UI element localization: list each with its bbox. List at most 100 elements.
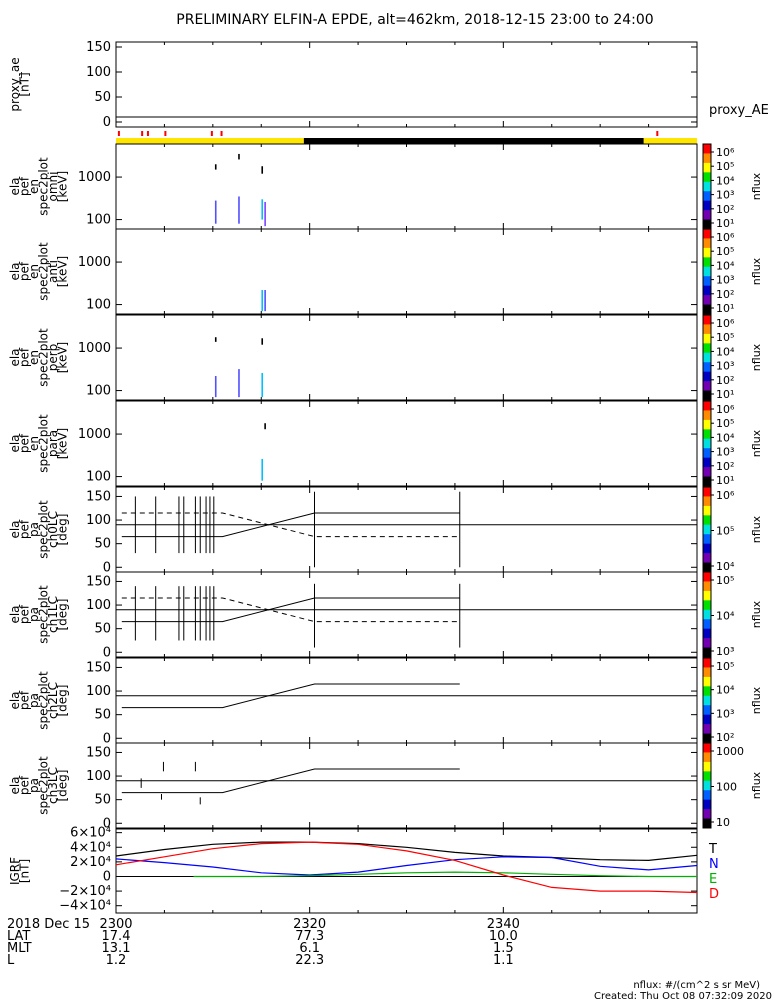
spec-panel-2-colorbar-frame [702, 228, 712, 315]
pitch-panel-1-colorbar-tick-label: 10⁶ [716, 489, 735, 502]
orbit-row-value: 2340 [487, 917, 520, 932]
spec-panel-4-colorbar-tick-label: 10⁶ [716, 403, 735, 416]
spec-panel-1-colorbar-band [703, 172, 711, 183]
orbit-row-label: LAT [7, 929, 30, 944]
spec-panel-1-ylabel-line: [keV] [56, 171, 70, 202]
spec-panel-3-colorbar-band [703, 371, 711, 382]
igrf-panel-frame [115, 828, 698, 914]
spec-panel-2-colorbar-tick-label: 10² [716, 288, 734, 301]
pitch-panel-1-colorbar-band [703, 496, 711, 507]
spec-panel-3-ylabel-line: en [27, 350, 41, 365]
spec-panel-3-data-stripe [214, 337, 217, 342]
pitch-panel-2-colorbar-band [703, 572, 711, 582]
spec-panel-3-ytick-label: 100 [86, 384, 111, 399]
spec-panel-1-colorbar-band [703, 153, 711, 164]
spec-panel-1-data-stripe [261, 166, 264, 174]
pitch-panel-4-colorbar-band [703, 818, 711, 829]
spec-panel-1-colorbar-band [703, 210, 711, 221]
spec-panel-3-ylabel-line: ela [8, 348, 22, 366]
pitch-panel-2-colorbar-tick-label: 10⁵ [716, 574, 734, 587]
pitch-panel-3-colorbar-tick-label: 10⁵ [716, 660, 734, 673]
pitch-panel-3-colorbar-band [703, 705, 711, 716]
spec-panel-3-colorbar-band [703, 324, 711, 335]
pitch-panel-2-colorbar: 10⁵ 10⁴ 10³ nflux [702, 571, 763, 658]
pitch-panel-3-frame [115, 657, 698, 744]
spec-panel-1-data-stripe [238, 196, 240, 224]
igrf-series-T [115, 841, 698, 862]
orbit-row-value: 13.1 [102, 941, 131, 956]
pitch-panel-1-colorbar-band [703, 553, 711, 564]
pitch-panel-3-ylabel-line: pa [27, 693, 41, 708]
created-timestamp: Created: Thu Oct 08 07:32:09 2020 [594, 991, 772, 1000]
pitch-panel-1-ytick-label: 100 [86, 513, 111, 528]
spec-panel-1-colorbar-tick-label: 10² [716, 203, 734, 216]
spec-panel-4-colorbar-frame [702, 400, 712, 487]
pitch-panel-3-ytick-label: 150 [86, 660, 111, 675]
pitch-panel-1-anti-loss-cone-line [121, 512, 460, 538]
ae-series-label: proxy_AE [709, 103, 769, 118]
spec-panel-2-colorbar-band [703, 285, 711, 296]
pitch-panel-1-colorbar-band [703, 543, 711, 554]
spec-panel-4-colorbar-band [703, 457, 711, 468]
pitch-panel-4-colorbar-band [703, 761, 711, 772]
spec-panel-1-ylabel-line: ela [8, 177, 22, 195]
spec-panel-4-ylabel-line: [keV] [56, 428, 70, 459]
spec-panel-3-colorbar-band [703, 333, 711, 344]
ae-red-mark [141, 131, 144, 136]
pitch-panel-2-ylabel-line: pef [18, 604, 32, 624]
pitch-panel-4-colorbar-band [703, 799, 711, 810]
ae-red-mark [146, 131, 149, 136]
orbit-row-value: 1.2 [106, 953, 127, 968]
pitch-panel-4-ytick-label: 50 [94, 793, 111, 808]
spec-panel-3-ylabel-line: perp [46, 344, 60, 372]
pitch-panel-4-colorbar-frame [702, 742, 712, 829]
spec-panel-4-frame [115, 400, 698, 487]
status-bar-segment [303, 138, 644, 144]
status-bar-segment [116, 138, 304, 144]
pitch-panel-4-ytick-label: 100 [86, 769, 111, 784]
spec-panel-4-ylabel-line: para [46, 430, 60, 457]
pitch-panel-1-ylabel-line: pa [27, 522, 41, 537]
igrf-series-D [115, 841, 698, 894]
ae-panel-ytick-label: 50 [94, 90, 111, 105]
spec-panel-3-colorbar-frame [702, 314, 712, 401]
pitch-panel-1-ytick-label: 50 [94, 537, 111, 552]
pitch-panel-1-colorbar-band [703, 505, 711, 516]
spec-panel-2-colorbar-band [703, 257, 711, 268]
orbit-row-label: L [7, 953, 15, 968]
spec-panel-3-colorbar-tick-label: 10² [716, 374, 734, 387]
pitch-panel-2-anti-loss-cone-line [121, 597, 460, 623]
pitch-panel-4-ylabel-line: pa [27, 778, 41, 793]
units-note: nflux: #/(cm^2 s sr MeV) [633, 980, 760, 991]
spec-panel-2-ylabel-line: spec2plot [37, 242, 51, 301]
pitch-panel-1-ytick-label: 0 [103, 560, 111, 575]
orbit-row-value: 17.4 [102, 929, 131, 944]
pitch-panel-2-frame [115, 571, 698, 658]
spec-panel-3-ylabel-line: pef [18, 347, 32, 367]
pitch-panel-2-ylabel-line: [deg] [56, 599, 70, 631]
spec-panel-4-colorbar-tick-label: 10¹ [716, 474, 734, 487]
spec-panel-2-ylabel-line: [keV] [56, 256, 70, 287]
spec-panel-2-colorbar-band [703, 229, 711, 239]
spec-panel-1-colorbar-band [703, 219, 711, 230]
pitch-panel-4-ylabel-line: ch3LC [46, 767, 60, 804]
spec-panel-4-colorbar-band [703, 419, 711, 430]
spec-panel-3-data-stripe [261, 338, 264, 345]
spec-panel-1-ylabel-line: pef [18, 176, 32, 196]
pitch-panel-1-ylabel-line: [deg] [56, 514, 70, 546]
spec-panel-3-colorbar-band [703, 390, 711, 401]
pitch-panel-2-ylabel-line: ch1LC [46, 596, 60, 633]
spec-panel-3-colorbar-tick-label: 10³ [716, 360, 734, 373]
spec-panel-1-data-stripe [261, 199, 264, 220]
pitch-panel-1-ylabel-line: ela [8, 520, 22, 538]
orbit-row-label: MLT [7, 941, 32, 956]
spec-panel-4-ylabel-line: en [27, 436, 41, 451]
pitch-panel-3-colorbar-tick-label: 10² [716, 731, 734, 744]
pitch-panel-2-colorbar-band [703, 638, 711, 649]
pitch-panel-2-colorbar-label: nflux [750, 600, 763, 628]
orbit-row-value: 10.0 [489, 929, 518, 944]
pitch-panel-3-ytick-label: 100 [86, 684, 111, 699]
spec-panel-3-data-stripe [214, 376, 217, 398]
ae-red-mark [164, 131, 167, 136]
